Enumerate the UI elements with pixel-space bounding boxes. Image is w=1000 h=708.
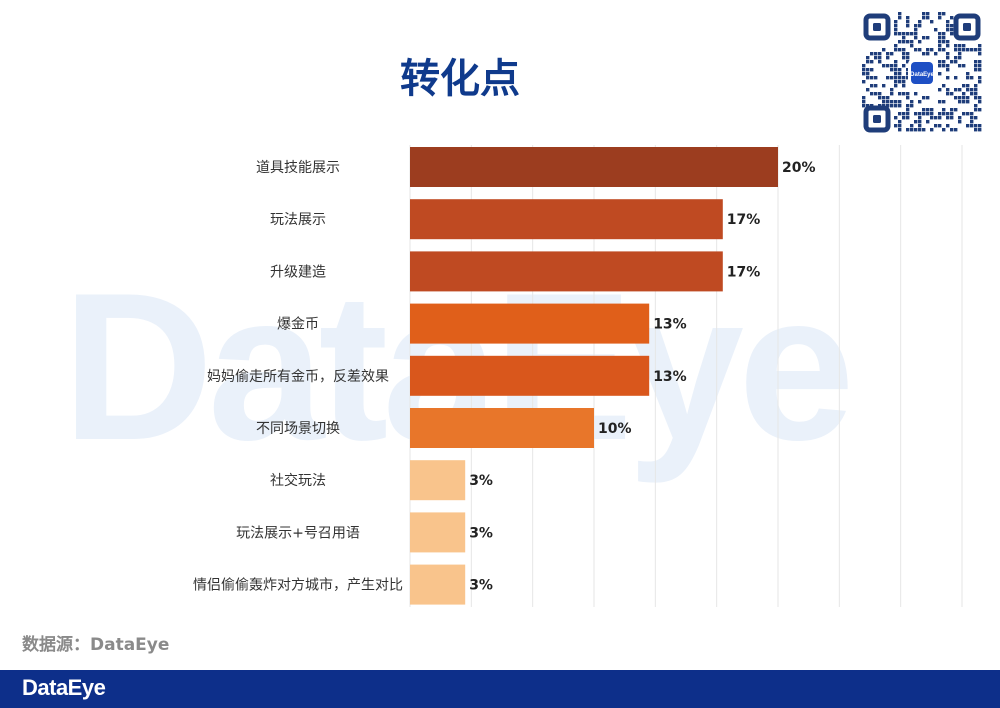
bar (410, 408, 594, 448)
bar (410, 147, 778, 187)
category-label: 不同场景切换 (256, 420, 340, 437)
category-label: 升级建造 (270, 264, 326, 280)
bar (410, 564, 466, 605)
data-label: 3% (469, 473, 493, 489)
category-label: 玩法展示 (270, 212, 326, 228)
qr-code: DataEye (862, 12, 982, 134)
footer-brand: DataEye (22, 675, 106, 700)
data-label: 20% (782, 160, 816, 176)
footer-bar: DataEye (0, 670, 1000, 708)
category-label: 情侣偷偷轰炸对方城市，产生对比 (193, 577, 403, 594)
bar (410, 199, 723, 240)
category-label: 妈妈偷走所有金币，反差效果 (207, 369, 389, 385)
data-label: 13% (653, 369, 687, 385)
category-label: 玩法展示+号召用语 (236, 525, 360, 541)
category-label: 道具技能展示 (256, 160, 340, 176)
bar (410, 460, 466, 501)
data-label: 3% (469, 525, 493, 541)
data-label: 17% (727, 212, 761, 228)
data-label: 13% (653, 317, 687, 333)
page-title: 转化点 (400, 56, 520, 102)
data-label: 10% (598, 421, 632, 437)
bar (410, 355, 650, 396)
category-label: 爆金币 (277, 317, 319, 333)
bar (410, 251, 723, 292)
qr-logo-text: DataEye (910, 72, 934, 78)
bar (410, 303, 650, 344)
data-source: 数据源：DataEye (22, 635, 170, 655)
data-label: 3% (469, 578, 493, 594)
category-label: 社交玩法 (270, 472, 326, 489)
bar (410, 512, 466, 553)
data-label: 17% (727, 264, 761, 280)
